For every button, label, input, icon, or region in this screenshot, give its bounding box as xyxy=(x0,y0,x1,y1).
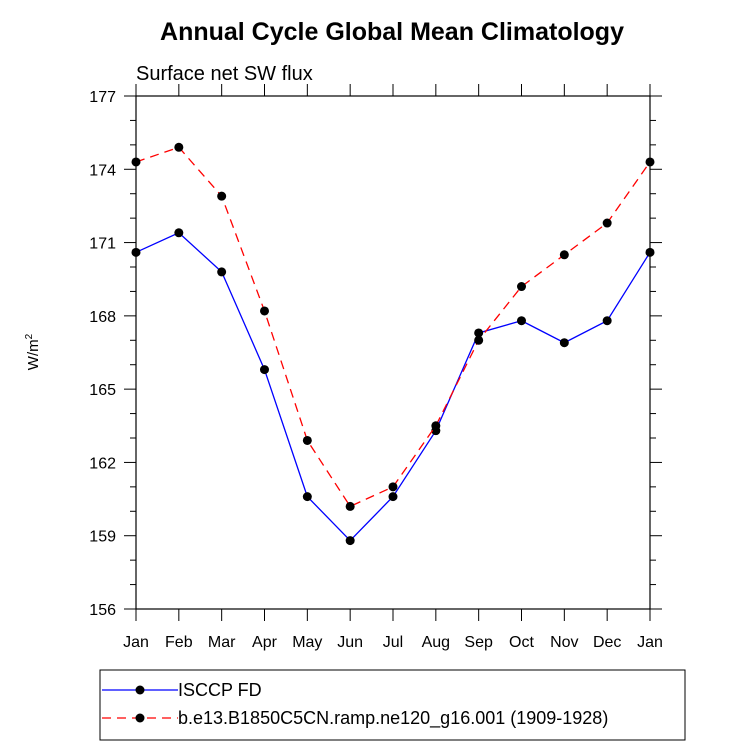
series-1 xyxy=(131,142,655,511)
data-point xyxy=(602,316,612,326)
data-point xyxy=(645,247,655,257)
data-point xyxy=(388,482,398,492)
legend-box xyxy=(99,669,686,741)
y-tick-label: 177 xyxy=(89,89,116,106)
data-point xyxy=(131,247,141,257)
legend-label: ISCCP FD xyxy=(178,680,262,700)
x-tick-label: Jun xyxy=(337,634,363,651)
plot-axes: 156 159 162 165 168 171 174 177 Jan Feb Mar Apr May J… xyxy=(89,84,663,651)
x-tick-label: Sep xyxy=(464,634,493,651)
legend: ISCCP FD b.e13.B1850C5CN.ramp.ne120_g16.0… xyxy=(99,669,686,741)
x-tick-label: Dec xyxy=(593,634,621,651)
data-point xyxy=(602,218,612,228)
chart-title: Annual Cycle Global Mean Climatology xyxy=(160,18,624,46)
series-line xyxy=(135,146,651,508)
y-tick-label: 159 xyxy=(89,529,116,546)
x-tick-label: Mar xyxy=(208,634,236,651)
x-tick-label: Jan xyxy=(637,634,663,651)
data-point xyxy=(559,338,569,348)
data-point xyxy=(260,306,269,316)
y-tick-label: 168 xyxy=(89,309,116,326)
x-tick-label: Feb xyxy=(165,634,193,651)
data-point xyxy=(517,282,526,292)
data-point xyxy=(345,501,355,511)
data-point xyxy=(217,267,227,277)
plot-frame xyxy=(135,95,651,610)
data-point xyxy=(217,191,227,201)
data-point xyxy=(345,536,355,546)
x-tick-label: Jan xyxy=(123,634,149,651)
chart-subtitle: Surface net SW flux xyxy=(136,63,313,85)
y-tick-label: 165 xyxy=(89,382,116,399)
x-tick-label: Oct xyxy=(509,634,534,651)
x-tick-label: Jul xyxy=(383,634,403,651)
y-axis-label-exponent: 2 xyxy=(24,333,35,339)
y-tick-label: 171 xyxy=(89,236,116,253)
data-point xyxy=(131,157,141,167)
y-tick-label: 162 xyxy=(89,455,116,472)
y-tick-label: 174 xyxy=(89,162,116,179)
data-point xyxy=(645,157,655,167)
y-axis-label-unit: W/m xyxy=(25,339,42,370)
data-point xyxy=(474,328,484,338)
x-tick-label: Aug xyxy=(422,634,450,651)
y-tick-label: 156 xyxy=(89,602,116,619)
series-0 xyxy=(131,228,655,546)
legend-swatch-marker xyxy=(135,713,145,723)
legend-label: b.e13.B1850C5CN.ramp.ne120_g16.001 (1909… xyxy=(178,708,608,729)
data-point xyxy=(302,435,312,445)
data-point xyxy=(431,421,441,431)
data-point xyxy=(174,142,184,152)
x-tick-label: Nov xyxy=(550,634,578,651)
x-tick-label: Apr xyxy=(252,634,278,651)
data-point xyxy=(260,365,269,375)
x-tick-label: May xyxy=(292,634,322,651)
data-point xyxy=(474,335,484,345)
data-point xyxy=(302,492,312,502)
y-axis-label: W/m2 xyxy=(24,333,42,370)
data-point xyxy=(517,316,526,326)
data-point xyxy=(174,228,184,238)
data-point xyxy=(559,250,569,260)
legend-swatch-marker xyxy=(135,685,145,695)
series-layer xyxy=(131,142,655,546)
data-point xyxy=(388,492,398,502)
